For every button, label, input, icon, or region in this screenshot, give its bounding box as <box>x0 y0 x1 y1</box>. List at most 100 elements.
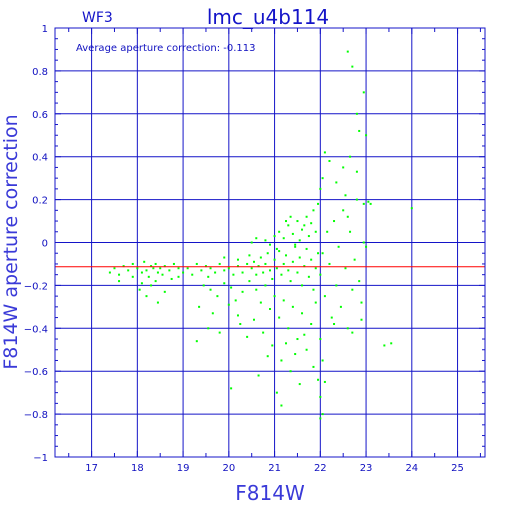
data-point <box>159 267 162 270</box>
data-point <box>250 267 253 270</box>
data-point <box>358 280 361 283</box>
data-point <box>218 331 221 334</box>
data-point <box>255 237 258 240</box>
x-tick-label: 21 <box>268 463 281 474</box>
data-point <box>280 273 283 276</box>
data-point <box>227 303 230 306</box>
x-tick-label: 20 <box>222 463 235 474</box>
data-point <box>310 323 313 326</box>
average-annotation: Average aperture correction: -0.113 <box>76 43 256 54</box>
data-point <box>241 290 244 293</box>
data-point <box>360 318 363 321</box>
data-point <box>323 151 326 154</box>
data-point <box>234 299 237 302</box>
data-point <box>172 262 175 265</box>
data-point <box>145 295 148 298</box>
data-point <box>278 230 281 233</box>
data-point <box>351 331 354 334</box>
data-point <box>344 194 347 197</box>
data-point <box>252 260 255 263</box>
data-point <box>163 290 166 293</box>
data-point <box>248 254 251 257</box>
data-point <box>282 262 285 265</box>
data-point <box>317 202 320 205</box>
data-point <box>319 187 322 190</box>
data-point <box>333 323 336 326</box>
data-point <box>294 245 297 248</box>
data-point <box>246 335 249 338</box>
data-point <box>122 265 125 268</box>
y-tick-label: −0.2 <box>24 281 48 292</box>
data-point <box>195 262 198 265</box>
data-point <box>301 284 304 287</box>
data-point <box>154 262 157 265</box>
data-point <box>365 245 368 248</box>
data-point <box>211 312 214 315</box>
data-point <box>264 284 267 287</box>
data-point <box>344 267 347 270</box>
data-point <box>321 177 324 180</box>
data-point <box>362 91 365 94</box>
data-point <box>127 269 130 272</box>
data-point <box>280 404 283 407</box>
gridlines <box>55 27 485 458</box>
data-point <box>328 262 331 265</box>
data-point <box>314 230 317 233</box>
data-point <box>202 284 205 287</box>
data-point <box>131 262 134 265</box>
data-point <box>207 275 210 278</box>
data-point <box>264 239 267 242</box>
data-point <box>168 269 171 272</box>
x-tick-label: 22 <box>314 463 327 474</box>
data-point <box>280 359 283 362</box>
data-point <box>278 250 281 253</box>
data-point <box>305 215 308 218</box>
data-point <box>163 265 166 268</box>
data-point <box>353 258 356 261</box>
data-point <box>227 267 230 270</box>
data-point <box>266 252 269 255</box>
data-point <box>326 230 329 233</box>
data-point <box>333 220 336 223</box>
data-point <box>223 282 226 285</box>
data-point <box>138 288 141 291</box>
data-point <box>349 230 352 233</box>
data-point <box>303 265 306 268</box>
data-point <box>259 256 262 259</box>
data-point <box>198 305 201 308</box>
data-point <box>289 280 292 283</box>
data-point <box>223 256 226 259</box>
data-point <box>266 355 269 358</box>
data-point <box>360 301 363 304</box>
data-point <box>182 271 185 274</box>
data-point <box>390 342 393 345</box>
data-point <box>186 267 189 270</box>
y-tick-labels: −1 −0.8 −0.6 −0.4 −0.2 0 0.2 0.4 0.6 0.8 1 <box>24 24 48 464</box>
data-point <box>289 215 292 218</box>
data-point <box>312 288 315 291</box>
data-point <box>200 269 203 272</box>
data-point <box>351 288 354 291</box>
data-point <box>156 271 159 274</box>
data-point <box>262 331 265 334</box>
chart-title: lmc_u4b114 <box>207 5 329 29</box>
data-point <box>294 243 297 246</box>
data-point <box>301 228 304 231</box>
data-point <box>349 155 352 158</box>
data-point <box>287 224 290 227</box>
data-point <box>147 275 150 278</box>
x-tick-label: 17 <box>85 463 98 474</box>
data-point <box>367 200 370 203</box>
data-point <box>152 267 155 270</box>
data-point <box>271 344 274 347</box>
data-point <box>246 262 249 265</box>
data-point <box>136 267 139 270</box>
data-point <box>298 383 301 386</box>
data-point <box>223 269 226 272</box>
data-point <box>365 134 368 137</box>
data-point <box>218 262 221 265</box>
data-point <box>145 269 148 272</box>
data-point <box>330 316 333 319</box>
x-tick-labels: 17 18 19 20 21 22 23 24 25 <box>85 463 464 474</box>
data-point <box>207 327 210 330</box>
